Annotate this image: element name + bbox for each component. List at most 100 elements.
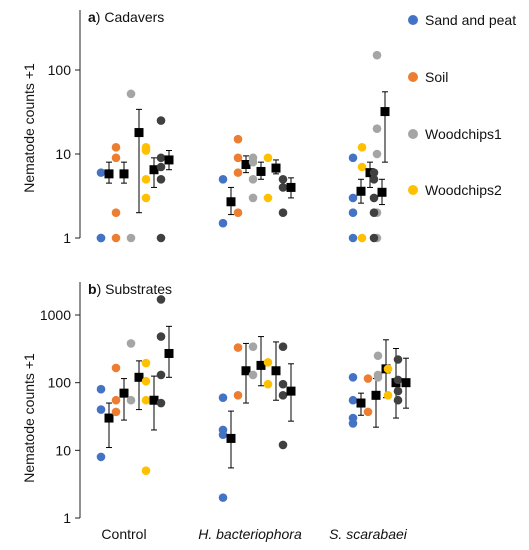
mean-marker (149, 395, 159, 405)
data-point (263, 357, 273, 367)
data-point (126, 233, 136, 243)
data-point (218, 430, 228, 440)
legend-marker-sand-and-peat (408, 15, 418, 25)
data-point (111, 363, 121, 373)
data-point (372, 50, 382, 60)
data-point (357, 233, 367, 243)
data-point (393, 375, 403, 385)
data-point (363, 407, 373, 417)
data-point (372, 149, 382, 159)
data-point (111, 395, 121, 405)
y-tick-label: 1 (63, 510, 71, 526)
category-label-control: Control (101, 526, 146, 542)
data-point (348, 193, 358, 203)
data-point (141, 174, 151, 184)
data-point (96, 233, 106, 243)
data-point (263, 379, 273, 389)
data-point (96, 405, 106, 414)
data-point (348, 419, 358, 428)
data-point (369, 233, 379, 243)
data-point (126, 395, 136, 405)
data-point (263, 193, 273, 203)
data-point (156, 162, 166, 172)
panel-a-heading: a) Cadavers (88, 9, 164, 25)
data-point (218, 493, 228, 502)
data-point (248, 193, 258, 203)
mean-marker (377, 187, 387, 197)
data-point (278, 391, 288, 400)
data-point (278, 208, 288, 218)
data-point (373, 351, 383, 361)
legend-label-sand-and-peat: Sand and peat (425, 12, 516, 28)
data-point (369, 193, 379, 203)
data-point (156, 332, 166, 341)
mean-marker (134, 128, 144, 138)
data-point (218, 218, 228, 228)
data-point (278, 174, 288, 184)
mean-marker (241, 366, 251, 376)
y-tick-label: 10 (55, 442, 71, 458)
mean-marker (371, 390, 381, 400)
data-point (141, 395, 151, 405)
legend-label-soil: Soil (425, 69, 448, 85)
mean-marker (164, 155, 174, 165)
mean-marker (286, 182, 296, 192)
data-point (278, 183, 288, 192)
data-point (369, 174, 379, 184)
data-point (156, 116, 166, 125)
y-tick-label: 100 (48, 62, 72, 78)
data-point (156, 233, 166, 243)
data-point (357, 162, 367, 172)
data-point (348, 233, 358, 243)
mean-marker (104, 413, 114, 423)
data-point (218, 174, 228, 184)
data-point (233, 168, 243, 177)
data-point (372, 124, 382, 134)
y-tick-label: 1000 (40, 307, 71, 323)
data-point (348, 153, 358, 163)
data-point (233, 391, 243, 400)
data-point (248, 342, 258, 352)
legend-item-soil: Soil (408, 69, 448, 85)
panel-a-plot: 1 10 100 (48, 10, 390, 246)
mean-marker (380, 107, 390, 117)
data-point (278, 342, 288, 352)
mean-marker (149, 165, 159, 175)
data-point (156, 153, 166, 163)
data-point (111, 143, 121, 152)
y-tick-label: 10 (55, 146, 71, 162)
y-axis-title-a: Nematode counts +1 (21, 63, 37, 193)
y-axis-title-b: Nematode counts +1 (21, 353, 37, 483)
data-point (156, 295, 166, 304)
panel-b-plot: 1 10 100 1000 (40, 282, 411, 526)
legend-marker-woodchips2 (408, 185, 418, 195)
data-point (393, 386, 403, 396)
legend-item-sand-and-peat: Sand and peat (408, 12, 516, 28)
mean-marker (226, 197, 236, 207)
data-point (126, 89, 136, 99)
data-point (96, 452, 106, 462)
data-point (363, 374, 373, 383)
data-point (111, 233, 121, 243)
data-point (393, 395, 403, 405)
data-point (141, 358, 151, 368)
data-point (111, 153, 121, 163)
data-point (278, 440, 288, 450)
data-point (383, 364, 393, 374)
mean-marker (119, 388, 129, 398)
data-point (383, 391, 393, 400)
data-point (373, 373, 383, 382)
data-point (156, 398, 166, 408)
mean-marker (271, 163, 281, 173)
data-point (348, 208, 358, 218)
data-point (233, 153, 243, 163)
legend-item-woodchips1: Woodchips1 (408, 126, 502, 142)
mean-marker (104, 169, 114, 179)
data-point (96, 168, 106, 177)
data-point (233, 343, 243, 352)
legend: Sand and peat Soil Woodchips1 Woodchips2 (408, 12, 516, 198)
y-tick-label: 100 (48, 375, 72, 391)
legend-label-woodchips1: Woodchips1 (425, 126, 502, 142)
data-point (393, 355, 403, 364)
